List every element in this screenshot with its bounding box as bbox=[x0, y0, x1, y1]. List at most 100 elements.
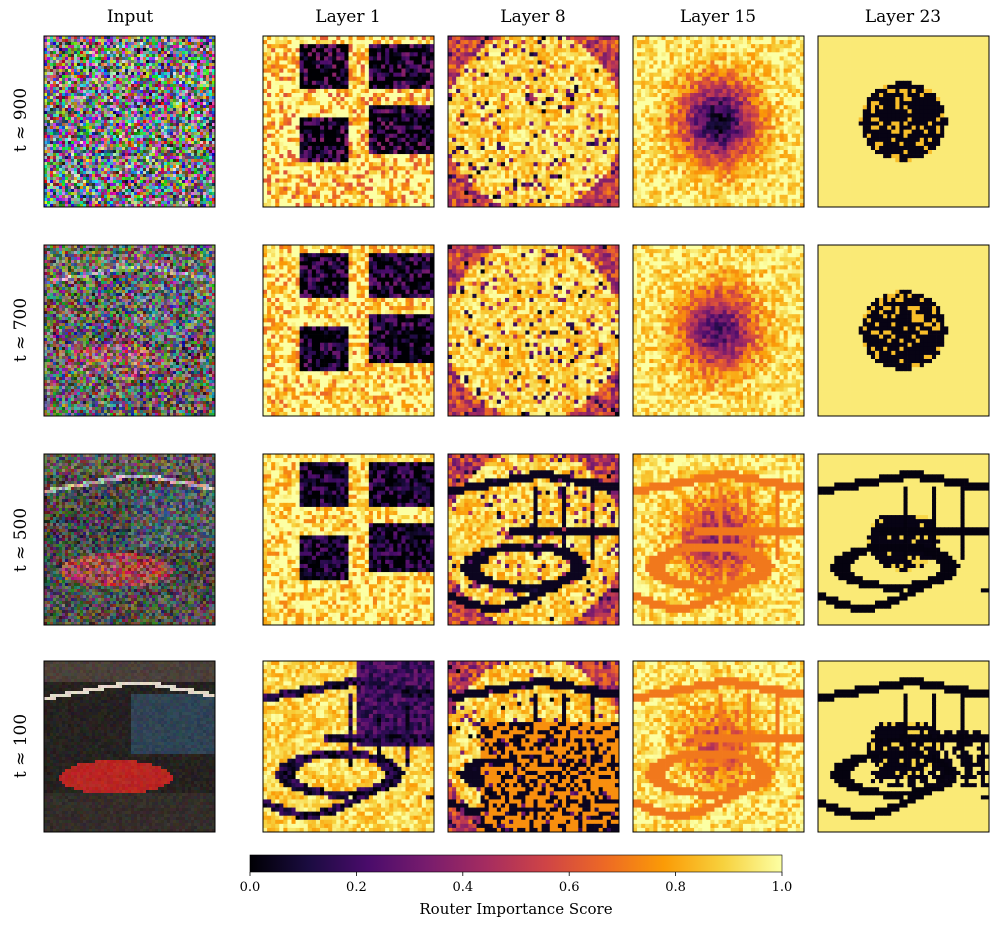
heatmap-cell bbox=[86, 45, 89, 48]
heatmap-cell bbox=[107, 72, 110, 75]
heatmap-cell bbox=[164, 48, 167, 51]
heatmap-cell bbox=[83, 48, 86, 51]
heatmap-cell bbox=[71, 141, 74, 144]
heatmap-cell bbox=[149, 153, 152, 156]
heatmap-cell bbox=[200, 159, 203, 162]
heatmap-cell bbox=[179, 171, 182, 174]
heatmap-cell bbox=[104, 114, 107, 117]
heatmap-cell bbox=[140, 168, 143, 171]
heatmap-cell bbox=[119, 72, 122, 75]
heatmap-cell bbox=[137, 87, 140, 90]
heatmap-cell bbox=[62, 105, 65, 108]
heatmap-cell bbox=[203, 114, 206, 117]
heatmap-cell bbox=[179, 105, 182, 108]
heatmap-cell bbox=[140, 144, 143, 147]
heatmap-cell bbox=[203, 141, 206, 144]
heatmap-cell bbox=[101, 81, 104, 84]
heatmap-cell bbox=[119, 93, 122, 96]
heatmap-cell bbox=[146, 96, 149, 99]
heatmap-cell bbox=[185, 57, 188, 60]
heatmap-cell bbox=[98, 63, 101, 66]
heatmap-cell bbox=[128, 66, 131, 69]
heatmap-cell bbox=[77, 174, 80, 177]
heatmap-cell bbox=[47, 111, 50, 114]
heatmap-cell bbox=[68, 60, 71, 63]
heatmap-cell bbox=[128, 72, 131, 75]
heatmap-cell bbox=[173, 81, 176, 84]
heatmap-cell bbox=[68, 147, 71, 150]
heatmap-cell bbox=[71, 84, 74, 87]
heatmap-cell bbox=[173, 72, 176, 75]
heatmap-cell bbox=[203, 117, 206, 120]
heatmap-cell bbox=[68, 162, 71, 165]
heatmap-cell bbox=[65, 165, 68, 168]
heatmap-cell bbox=[113, 54, 116, 57]
heatmap-cell bbox=[185, 69, 188, 72]
heatmap-cell bbox=[158, 168, 161, 171]
heatmap-cell bbox=[116, 99, 119, 102]
heatmap-cell bbox=[50, 126, 53, 129]
heatmap-cell bbox=[143, 105, 146, 108]
heatmap-cell bbox=[74, 135, 77, 138]
heatmap-cell bbox=[194, 54, 197, 57]
heatmap-cell bbox=[116, 57, 119, 60]
heatmap-cell bbox=[188, 51, 191, 54]
heatmap-cell bbox=[194, 123, 197, 126]
heatmap-cell bbox=[173, 99, 176, 102]
heatmap-cell bbox=[143, 165, 146, 168]
heatmap-cell bbox=[209, 105, 212, 108]
heatmap-cell bbox=[65, 144, 68, 147]
heatmap-cell bbox=[50, 162, 53, 165]
heatmap-cell bbox=[71, 75, 74, 78]
heatmap-cell bbox=[206, 126, 209, 129]
heatmap-cell bbox=[80, 174, 83, 177]
heatmap-cell bbox=[167, 174, 170, 177]
heatmap-cell bbox=[71, 54, 74, 57]
heatmap-cell bbox=[104, 138, 107, 141]
heatmap-cell bbox=[176, 69, 179, 72]
heatmap-cell bbox=[92, 141, 95, 144]
heatmap-cell bbox=[62, 168, 65, 171]
heatmap-cell bbox=[188, 117, 191, 120]
heatmap-cell bbox=[80, 138, 83, 141]
heatmap-cell bbox=[56, 171, 59, 174]
heatmap-cell bbox=[146, 42, 149, 45]
heatmap-cell bbox=[182, 150, 185, 153]
heatmap-cell bbox=[155, 75, 158, 78]
heatmap-cell bbox=[170, 57, 173, 60]
heatmap-cell bbox=[173, 138, 176, 141]
heatmap-cell bbox=[47, 60, 50, 63]
heatmap-cell bbox=[59, 120, 62, 123]
heatmap-cell bbox=[134, 39, 137, 42]
heatmap-cell bbox=[152, 60, 155, 63]
heatmap-cell bbox=[98, 93, 101, 96]
heatmap-cell bbox=[107, 153, 110, 156]
heatmap-cell bbox=[98, 147, 101, 150]
heatmap-cell bbox=[44, 132, 47, 135]
heatmap-cell bbox=[50, 144, 53, 147]
heatmap-cell bbox=[125, 69, 128, 72]
heatmap-cell bbox=[95, 102, 98, 105]
heatmap-cell bbox=[182, 165, 185, 168]
heatmap-cell bbox=[128, 135, 131, 138]
heatmap-cell bbox=[44, 156, 47, 159]
heatmap-cell bbox=[113, 93, 116, 96]
heatmap-cell bbox=[164, 126, 167, 129]
heatmap-cell bbox=[122, 45, 125, 48]
heatmap-cell bbox=[95, 156, 98, 159]
heatmap-cell bbox=[137, 114, 140, 117]
heatmap-cell bbox=[53, 162, 56, 165]
heatmap-cell bbox=[77, 141, 80, 144]
heatmap-cell bbox=[65, 171, 68, 174]
heatmap-cell bbox=[176, 120, 179, 123]
heatmap-cell bbox=[137, 102, 140, 105]
heatmap-cell bbox=[53, 72, 56, 75]
heatmap-cell bbox=[191, 108, 194, 111]
heatmap-cell bbox=[110, 156, 113, 159]
heatmap-cell bbox=[134, 135, 137, 138]
heatmap-cell bbox=[182, 171, 185, 174]
heatmap-cell bbox=[101, 171, 104, 174]
heatmap-cell bbox=[44, 174, 47, 177]
heatmap-cell bbox=[98, 129, 101, 132]
heatmap-cell bbox=[179, 48, 182, 51]
